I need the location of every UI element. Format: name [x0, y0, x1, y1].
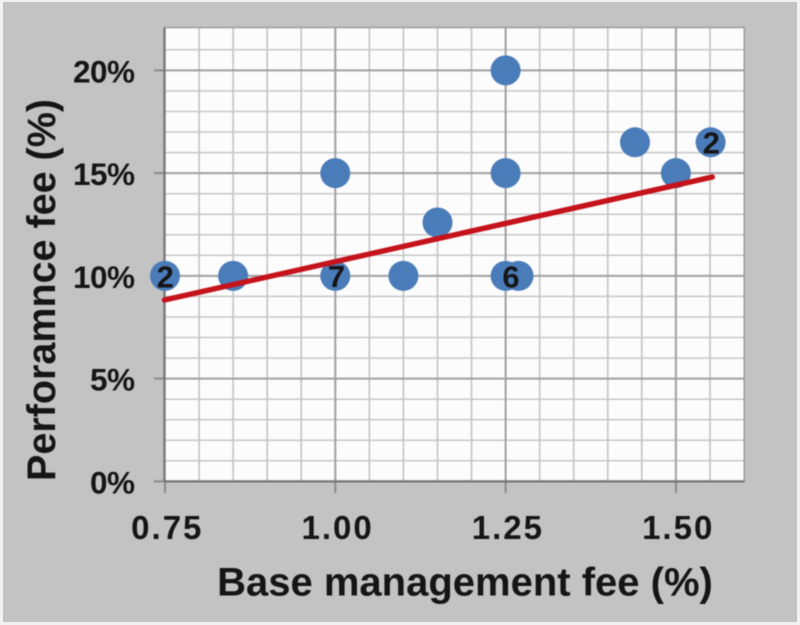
- svg-text:6: 6: [502, 260, 519, 295]
- svg-text:7: 7: [328, 259, 345, 294]
- svg-text:1.50: 1.50: [642, 509, 714, 546]
- svg-text:2: 2: [157, 260, 174, 295]
- svg-text:20%: 20%: [73, 53, 135, 89]
- svg-text:0%: 0%: [90, 465, 135, 501]
- svg-text:0.75: 0.75: [131, 509, 203, 546]
- svg-text:2: 2: [703, 126, 720, 161]
- svg-text:Perforamnce fee (%): Perforamnce fee (%): [20, 99, 64, 481]
- svg-text:1.00: 1.00: [301, 509, 373, 546]
- svg-text:1.25: 1.25: [472, 509, 544, 546]
- svg-text:5%: 5%: [90, 362, 135, 398]
- svg-text:15%: 15%: [73, 156, 135, 192]
- svg-text:10%: 10%: [73, 259, 135, 295]
- svg-text:Base management fee (%): Base management fee (%): [217, 561, 713, 605]
